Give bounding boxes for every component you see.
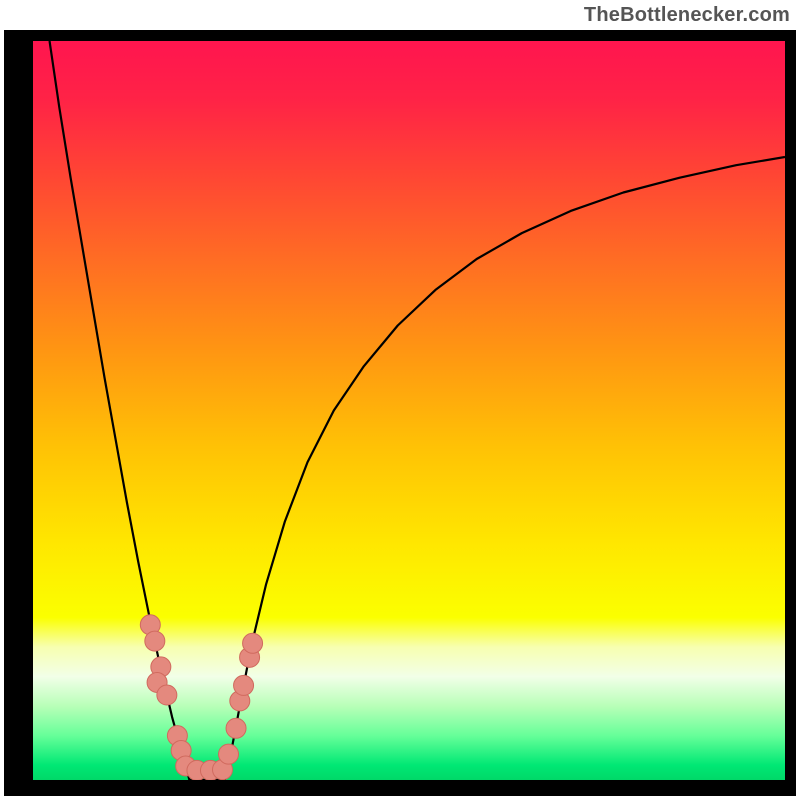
data-point: [145, 631, 165, 651]
watermark-text: TheBottlenecker.com: [584, 4, 790, 27]
curve-layer: [33, 41, 785, 780]
chart-canvas: TheBottlenecker.com: [0, 0, 800, 800]
data-point: [226, 718, 246, 738]
data-point: [243, 633, 263, 653]
data-point: [234, 675, 254, 695]
plot-area: [33, 41, 785, 780]
data-point: [219, 744, 239, 764]
data-point: [157, 685, 177, 705]
